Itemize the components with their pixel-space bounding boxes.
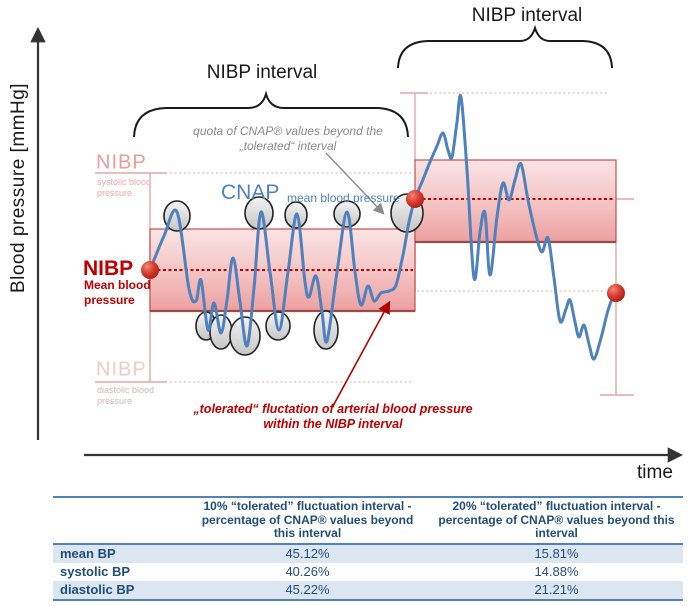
row-label: mean BP: [60, 546, 116, 561]
header-20pct: 20% “tolerated” fluctuation interval - p…: [438, 499, 675, 540]
quota-arrow: [325, 152, 385, 215]
bp-chart: [30, 24, 684, 463]
header-10pct: 10% “tolerated” fluctuation interval - p…: [201, 499, 414, 540]
nibp-mean-label: NIBP: [83, 257, 134, 280]
curly-brace-interval-2: [397, 24, 613, 69]
table-row: systolic BP 40.26% 14.88%: [53, 563, 683, 581]
cell-value: 21.21%: [534, 582, 579, 597]
nibp-mean-dot: [406, 190, 424, 208]
nibp-systolic-sublabel: systolic blood pressure: [97, 177, 152, 198]
cell-value: 45.22%: [285, 582, 330, 597]
nibp-diastolic-sublabel: diastolic blood pressure: [97, 385, 155, 406]
quota-note: quota of CNAP® values beyond the „tolera…: [193, 124, 383, 153]
chart-dynamic-layer: [95, 92, 634, 396]
header-empty-cell: [53, 497, 185, 544]
table-row: diastolic BP 45.22% 21.21%: [53, 580, 683, 600]
tolerated-band: [149, 228, 416, 312]
cell-value: 45.12%: [285, 546, 330, 561]
nibp-mean-dot: [607, 284, 625, 302]
cell-value: 14.88%: [534, 564, 579, 579]
curly-brace-interval-1: [133, 90, 409, 138]
nibp-interval-title-1: NIBP interval: [206, 62, 318, 83]
row-label: systolic BP: [60, 564, 131, 579]
tolerated-arrow: [332, 300, 391, 407]
nibp-systolic-label: NIBP: [96, 151, 147, 174]
cnap-label: CNAP: [221, 181, 280, 204]
nibp-interval-title-2: NIBP interval: [471, 5, 583, 26]
x-axis-label: time: [637, 462, 673, 483]
nibp-diastolic-label: NIBP: [96, 358, 147, 381]
row-label: diastolic BP: [60, 582, 135, 597]
results-table: 10% “tolerated” fluctuation interval - p…: [53, 496, 683, 601]
cell-value: 40.26%: [285, 564, 330, 579]
tolerated-note: „tolerated“ fluctation of arterial blood…: [193, 402, 473, 431]
nibp-mean-dot: [141, 261, 159, 279]
nibp-mean-sublabel: Mean blood pressure: [84, 278, 151, 307]
cell-value: 15.81%: [534, 546, 579, 561]
cnap-outlier-marker: [333, 200, 361, 228]
table-row: mean BP 45.12% 15.81%: [53, 543, 683, 563]
y-axis-label: Blood pressure [mmHg]: [8, 82, 29, 294]
cnap-sublabel: mean blood pressure: [287, 191, 400, 205]
table-header-row: 10% “tolerated” fluctuation interval - p…: [53, 497, 683, 544]
